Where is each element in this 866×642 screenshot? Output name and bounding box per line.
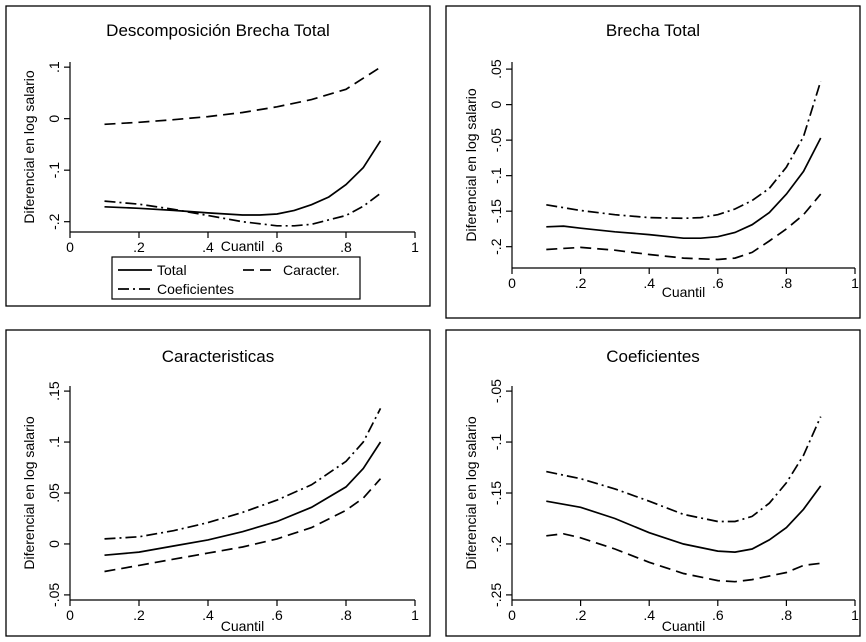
x-tick-label: .8 [781,607,793,623]
y-tick-label: -.2 [46,213,62,230]
y-tick-label: -.25 [488,583,504,607]
chart-panel-1: Descomposición Brecha Total 0 .2 .4 .6 .8 1 -.2… [5,5,431,307]
y-tick-label: -.2 [488,238,504,255]
y-tick-label: -.15 [488,481,504,505]
x-tick-label: 1 [851,275,859,291]
chart-panel-4: Coeficientes 0 .2 .4 .6 .8 1 -.25 -.2 -.15 -.1 -.05… [445,329,861,637]
series-line-solid [546,485,822,553]
y-tick-label: 0 [46,115,62,123]
y-tick-label: .1 [46,436,62,448]
chart-title: Brecha Total [606,21,700,40]
panel-frame [5,329,431,637]
panel-frame [5,5,431,307]
x-tick-label: .6 [712,607,724,623]
y-tick-label: -.05 [488,379,504,403]
x-axis-label: Cuantil [221,238,265,254]
x-tick-label: .6 [271,239,283,255]
y-tick-label: -.1 [488,434,504,451]
y-tick-label: .05 [46,483,62,503]
series-line-dashdot [104,192,382,227]
series-line-solid [104,140,382,216]
x-axis-label: Cuantil [662,284,706,300]
y-axis-label: Diferencial en log salario [463,416,479,570]
x-tick-label: 1 [411,607,419,623]
panel-frame [445,329,861,637]
x-axis-label: Cuantil [662,618,706,634]
legend-box [111,256,361,300]
x-tick-label: 1 [411,239,419,255]
x-tick-label: .2 [575,607,587,623]
y-tick-label: .15 [46,381,62,401]
y-tick-label: -.15 [488,199,504,223]
series-line-dashdot [546,416,822,523]
x-tick-label: .8 [781,275,793,291]
x-tick-label: 0 [508,275,516,291]
x-tick-label: .6 [271,607,283,623]
chart-panel-2: Brecha Total 0 .2 .4 .6 .8 1 -.2 -.15 -.1 -.05 0 .05… [445,5,861,319]
legend-label: Coeficientes [157,281,234,297]
series-line-dash [546,532,821,583]
y-axis-label: Diferencial en log salario [21,70,37,224]
series-line-solid [546,137,822,240]
series-line-dashdot [546,80,822,220]
y-tick-label: 0 [46,540,62,548]
chart-title: Descomposición Brecha Total [106,21,330,40]
x-tick-label: .8 [340,607,352,623]
series-line-dash [104,478,382,573]
x-tick-label: .2 [575,275,587,291]
panel-frame [445,5,861,319]
x-tick-label: .6 [712,275,724,291]
x-tick-label: .8 [340,239,352,255]
y-tick-label: -.05 [488,128,504,152]
series-line-solid [104,441,382,557]
chart-title: Caracteristicas [162,347,274,366]
legend-label: Caracter. [283,262,340,278]
x-tick-label: .4 [643,275,655,291]
y-tick-label: -.1 [488,167,504,184]
x-tick-label: .4 [643,607,655,623]
y-tick-label: -.2 [488,536,504,553]
chart-title: Coeficientes [606,347,700,366]
series-line-dash [546,193,822,261]
x-tick-label: 0 [66,239,74,255]
x-tick-label: 0 [508,607,516,623]
y-axis-label: Diferencial en log salario [463,88,479,242]
legend-label: Total [157,262,187,278]
x-tick-label: .2 [133,607,145,623]
x-tick-label: .4 [202,607,214,623]
y-tick-label: -.05 [46,583,62,607]
legend: Total Caracter. Coeficientes [111,256,361,300]
y-axis-label: Diferencial en log salario [21,416,37,570]
x-tick-label: 0 [66,607,74,623]
x-tick-label: .4 [202,239,214,255]
y-tick-label: 0 [488,101,504,109]
x-tick-label: 1 [851,607,859,623]
series-line-dash [104,66,381,126]
y-tick-label: -.1 [46,162,62,179]
x-tick-label: .2 [133,239,145,255]
x-axis-label: Cuantil [221,618,265,634]
y-tick-label: .05 [488,59,504,79]
y-tick-label: .1 [46,61,62,73]
series-line-dashdot [104,408,382,540]
